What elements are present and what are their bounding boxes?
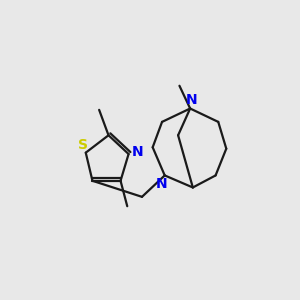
Text: N: N: [132, 145, 144, 159]
Text: N: N: [186, 94, 197, 107]
Text: N: N: [156, 177, 168, 191]
Text: S: S: [77, 138, 88, 152]
